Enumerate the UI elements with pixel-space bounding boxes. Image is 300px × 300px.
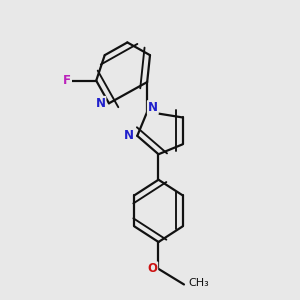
Text: O: O (147, 262, 157, 275)
Text: N: N (148, 101, 158, 114)
Text: N: N (95, 97, 106, 110)
Text: N: N (124, 129, 134, 142)
Text: CH₃: CH₃ (188, 278, 209, 288)
Text: F: F (63, 74, 71, 87)
